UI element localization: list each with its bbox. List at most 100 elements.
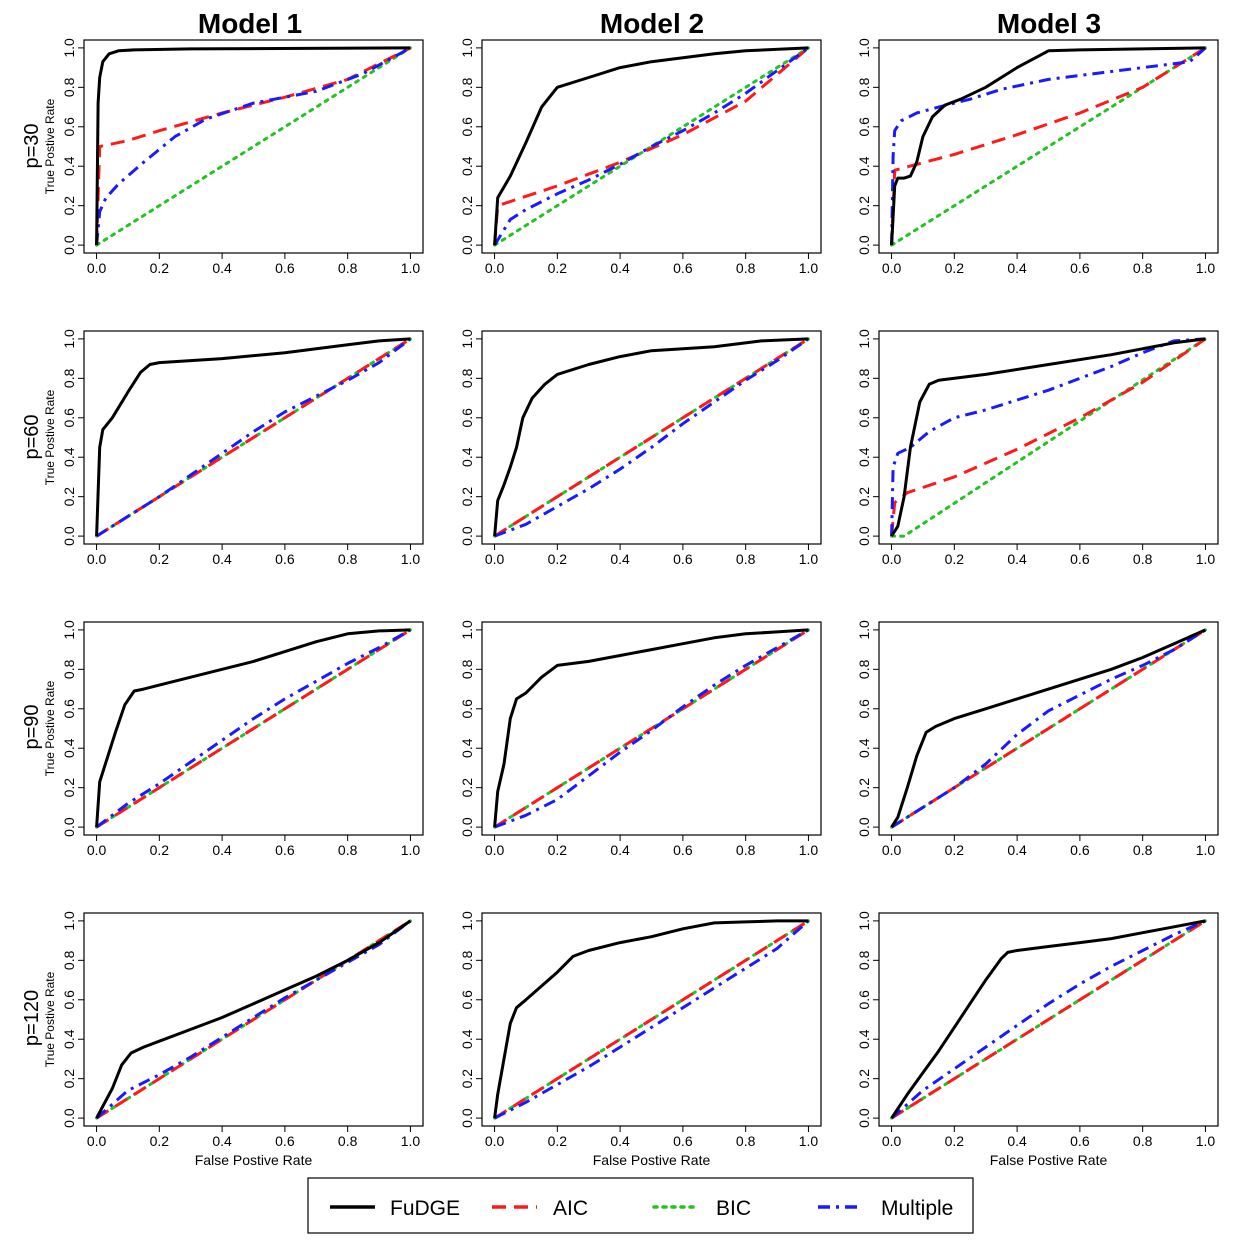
- x-tick-label: 0.6: [673, 1133, 693, 1149]
- x-tick-label: 0.8: [1133, 551, 1153, 567]
- y-tick-label: 0.2: [856, 196, 872, 216]
- x-tick-label: 0.2: [548, 551, 568, 567]
- x-tick-label: 0.0: [485, 1133, 505, 1149]
- x-tick-label: 1.0: [799, 260, 819, 276]
- x-tick-label: 0.0: [87, 260, 107, 276]
- panel-4: 0.0 0.2 0.4 0.6 0.8 1.0 0.0 0.2 0.4 0.6 0.8 1.0 True…: [43, 329, 424, 567]
- x-tick-label: 0.8: [338, 551, 358, 567]
- series-line-aic: [890, 628, 1207, 829]
- series-line-aic: [493, 919, 810, 1120]
- panel-2: 0.0 0.2 0.4 0.6 0.8 1.0 0.0 0.2 0.4 0.6 0.8 1.0: [459, 38, 822, 276]
- y-tick-label: 0.4: [856, 1029, 872, 1049]
- legend-label-multiple: Multiple: [881, 1197, 953, 1220]
- y-tick-label: 0.4: [856, 156, 872, 176]
- column-title-model-1: Model 1: [198, 8, 302, 39]
- x-tick-label: 0.0: [882, 551, 902, 567]
- x-tick-label: 1.0: [799, 842, 819, 858]
- panel-8: 0.0 0.2 0.4 0.6 0.8 1.0 0.0 0.2 0.4 0.6 0.8 1.0: [459, 620, 822, 858]
- y-tick-label: 0.4: [459, 738, 475, 758]
- series-line-fudge: [493, 46, 809, 246]
- y-tick-label: 1.0: [459, 38, 475, 58]
- y-tick-label: 0.8: [459, 77, 475, 97]
- y-tick-label: 0.2: [61, 1069, 77, 1089]
- y-axis-label: True Postive Rate: [43, 971, 57, 1067]
- y-tick-label: 0.8: [856, 659, 872, 679]
- series-line-aic: [493, 628, 810, 829]
- y-tick-label: 0.2: [856, 778, 872, 798]
- x-tick-label: 0.2: [150, 551, 170, 567]
- y-tick-label: 0.2: [459, 778, 475, 798]
- y-tick-label: 1.0: [856, 329, 872, 349]
- x-tick-label: 0.4: [610, 842, 630, 858]
- y-tick-label: 0.0: [61, 1108, 77, 1128]
- x-tick-label: 0.8: [736, 1133, 756, 1149]
- y-tick-label: 0.8: [61, 659, 77, 679]
- series-line-fudge: [493, 919, 809, 1119]
- y-tick-label: 0.8: [61, 77, 77, 97]
- x-tick-label: 0.4: [212, 260, 232, 276]
- x-tick-label: 0.8: [736, 551, 756, 567]
- series-line-aic: [95, 337, 412, 538]
- x-tick-label: 0.2: [150, 260, 170, 276]
- panel-10: 0.0 0.2 0.4 0.6 0.8 1.0 0.0 0.2 0.4 0.6 0.8 1.0 True…: [43, 911, 424, 1168]
- y-tick-label: 0.8: [459, 659, 475, 679]
- series-line-fudge: [95, 46, 411, 246]
- legend-label-bic: BIC: [716, 1197, 751, 1220]
- x-tick-label: 0.4: [1007, 842, 1027, 858]
- y-tick-label: 0.6: [459, 117, 475, 137]
- panel-frame: [481, 330, 822, 545]
- y-tick-label: 0.6: [61, 990, 77, 1010]
- y-axis-label: True Postive Rate: [43, 98, 57, 194]
- x-tick-label: 0.2: [945, 260, 965, 276]
- y-tick-label: 0.4: [61, 1029, 77, 1049]
- series-line-fudge: [890, 337, 1206, 537]
- y-tick-label: 0.8: [61, 368, 77, 388]
- x-tick-label: 0.0: [882, 1133, 902, 1149]
- y-tick-label: 0.2: [856, 1069, 872, 1089]
- y-tick-label: 1.0: [61, 911, 77, 931]
- series-line-multiple: [95, 919, 412, 1120]
- series-group: [493, 919, 810, 1120]
- x-tick-label: 0.8: [736, 842, 756, 858]
- y-tick-label: 0.4: [459, 1029, 475, 1049]
- series-line-aic: [890, 337, 1207, 537]
- panel-9: 0.0 0.2 0.4 0.6 0.8 1.0 0.0 0.2 0.4 0.6 0.8 1.0: [856, 620, 1219, 858]
- y-tick-label: 0.8: [61, 950, 77, 970]
- x-tick-label: 0.0: [87, 1133, 107, 1149]
- panel-frame: [83, 621, 424, 836]
- y-tick-label: 0.8: [856, 77, 872, 97]
- y-tick-label: 0.2: [61, 487, 77, 507]
- y-tick-label: 0.8: [459, 950, 475, 970]
- y-tick-label: 0.4: [856, 738, 872, 758]
- panel-11: 0.0 0.2 0.4 0.6 0.8 1.0 0.0 0.2 0.4 0.6 0.8 1.0 Fals…: [459, 911, 822, 1168]
- series-line-bic: [493, 46, 810, 247]
- panel-frame: [481, 912, 822, 1127]
- y-tick-label: 1.0: [61, 329, 77, 349]
- series-line-fudge: [493, 628, 809, 828]
- panel-frame: [481, 39, 822, 254]
- x-tick-label: 0.0: [882, 842, 902, 858]
- x-tick-label: 1.0: [1196, 260, 1216, 276]
- x-tick-label: 0.8: [338, 260, 358, 276]
- y-tick-label: 1.0: [459, 620, 475, 640]
- y-tick-label: 0.4: [459, 447, 475, 467]
- x-tick-label: 0.4: [212, 842, 232, 858]
- series-line-fudge: [890, 628, 1207, 828]
- x-tick-label: 0.2: [945, 842, 965, 858]
- x-tick-label: 0.2: [150, 842, 170, 858]
- x-tick-label: 0.6: [673, 842, 693, 858]
- row-label-p60: p=60: [21, 414, 43, 459]
- series-group: [890, 46, 1207, 247]
- series-line-multiple: [95, 337, 412, 538]
- x-tick-label: 0.0: [882, 260, 902, 276]
- panel-frame: [83, 912, 424, 1127]
- panel-frame: [878, 912, 1219, 1127]
- y-tick-label: 0.6: [856, 117, 872, 137]
- series-group: [493, 337, 810, 538]
- x-tick-label: 0.0: [87, 551, 107, 567]
- series-group: [493, 46, 810, 247]
- series-group: [890, 337, 1207, 538]
- y-tick-label: 1.0: [459, 329, 475, 349]
- x-tick-label: 0.8: [338, 842, 358, 858]
- x-tick-label: 0.6: [1070, 551, 1090, 567]
